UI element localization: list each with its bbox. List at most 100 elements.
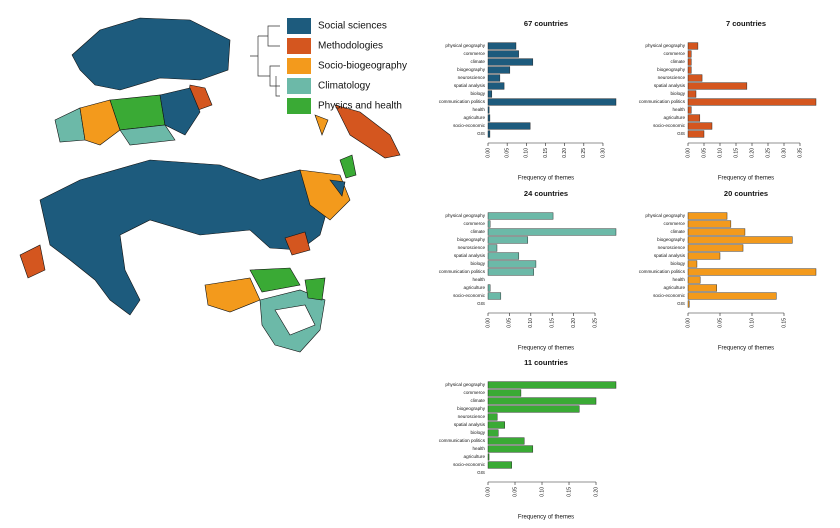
x-axis-label: Frequency of themes (718, 176, 774, 182)
map-region (119, 124, 176, 146)
bar (687, 42, 699, 50)
map-region (339, 154, 357, 179)
x-tick-label: 0.20 (749, 148, 755, 158)
y-tick-label: agriculture (464, 115, 486, 120)
x-tick-label: 0.25 (765, 148, 771, 158)
bar (687, 58, 692, 66)
y-tick-label: physical geography (645, 213, 685, 218)
y-tick-label: agriculture (664, 285, 686, 290)
y-tick-label: neuroscience (458, 75, 486, 80)
map-region (79, 99, 121, 146)
bar (687, 300, 690, 308)
legend-swatch (287, 78, 311, 94)
x-axis-label: Frequency of themes (518, 346, 574, 352)
y-tick-label: commerce (664, 51, 686, 56)
y-tick-label: biogeography (457, 406, 486, 411)
x-tick-label: 0.35 (797, 148, 803, 158)
map-region (249, 267, 301, 293)
bar (487, 220, 491, 228)
y-tick-label: socio-economic (453, 462, 486, 467)
y-tick-label: spatial analysis (654, 83, 686, 88)
bar (687, 268, 817, 276)
bar (487, 244, 498, 252)
bar (687, 252, 721, 260)
x-tick-label: 0.20 (571, 318, 577, 328)
bar (687, 66, 692, 74)
map-region (19, 244, 46, 279)
y-tick-label: neuroscience (658, 245, 686, 250)
chart-title: 7 countries (726, 19, 766, 28)
chart-title: 11 countries (524, 358, 568, 367)
legend-swatch (287, 58, 311, 74)
bar (687, 260, 698, 268)
bar (687, 284, 717, 292)
x-tick-label: 0.05 (701, 148, 707, 158)
y-tick-label: spatial analysis (454, 83, 486, 88)
y-tick-label: biogeography (657, 67, 686, 72)
bar (487, 212, 554, 220)
y-tick-label: climate (470, 398, 485, 403)
bar (487, 90, 493, 98)
x-tick-label: 0.10 (717, 148, 723, 158)
y-tick-label: GIS (477, 131, 485, 136)
legend-label: Social sciences (318, 21, 387, 32)
bar (687, 212, 728, 220)
x-axis-label: Frequency of themes (518, 515, 574, 521)
bar (487, 66, 511, 74)
y-tick-label: physical geography (645, 43, 685, 48)
legend-swatch (287, 38, 311, 54)
x-tick-label: 0.15 (781, 318, 787, 328)
bar (487, 130, 491, 138)
y-tick-label: climate (670, 229, 685, 234)
x-tick-label: 0.00 (685, 318, 691, 328)
x-tick-label: 0.00 (685, 148, 691, 158)
y-tick-label: biology (470, 91, 485, 96)
y-tick-label: spatial analysis (654, 253, 686, 258)
y-tick-label: communication politics (639, 269, 686, 274)
bar (687, 106, 692, 114)
map-region (274, 304, 316, 336)
y-tick-label: climate (470, 229, 485, 234)
bar (687, 82, 748, 90)
bar (487, 453, 490, 461)
map-region (204, 277, 261, 313)
bar (687, 50, 692, 58)
bar (487, 292, 502, 300)
y-tick-label: biology (470, 261, 485, 266)
bar (487, 389, 522, 397)
bar (487, 236, 529, 244)
bar (487, 429, 499, 437)
map (19, 17, 401, 353)
legend-label: Socio-biogeography (318, 61, 407, 72)
y-tick-label: GIS (477, 301, 485, 306)
bar (687, 228, 746, 236)
y-tick-label: socio-economic (453, 293, 486, 298)
bar (487, 413, 498, 421)
bar (687, 220, 732, 228)
bar (487, 437, 525, 445)
map-region (314, 114, 329, 136)
legend-label: Methodologies (318, 41, 383, 52)
x-tick-label: 0.25 (581, 148, 587, 158)
y-tick-label: biology (670, 91, 685, 96)
y-tick-label: climate (670, 59, 685, 64)
legend-swatch (287, 98, 311, 114)
bar (487, 114, 491, 122)
bar (487, 228, 617, 236)
y-tick-label: communication politics (639, 99, 686, 104)
x-tick-label: 0.25 (592, 318, 598, 328)
legend-swatch (287, 18, 311, 34)
bar (687, 122, 713, 130)
map-region (71, 17, 231, 91)
y-tick-label: communication politics (439, 269, 486, 274)
x-tick-label: 0.15 (543, 148, 549, 158)
x-tick-label: 0.05 (504, 148, 510, 158)
y-tick-label: spatial analysis (454, 253, 486, 258)
y-tick-label: biogeography (657, 237, 686, 242)
y-tick-label: neuroscience (458, 414, 486, 419)
dendrogram (250, 25, 280, 97)
legend: Social sciences Methodologies Socio-biogeo… (287, 18, 407, 114)
x-tick-label: 0.20 (562, 148, 568, 158)
y-tick-label: neuroscience (658, 75, 686, 80)
x-tick-label: 0.15 (550, 318, 556, 328)
